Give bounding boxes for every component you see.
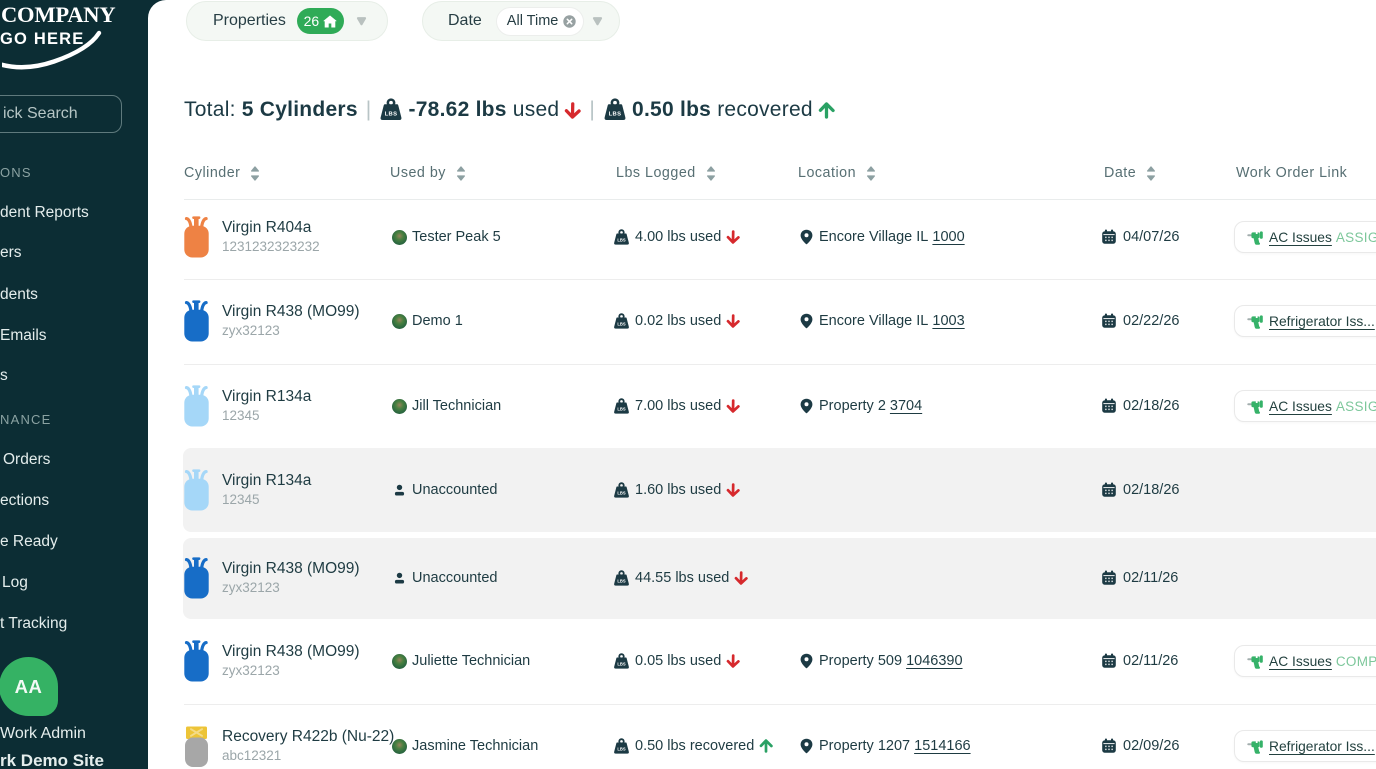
svg-text:LBS: LBS (385, 112, 398, 118)
svg-text:LBS: LBS (609, 112, 622, 118)
svg-text:LBS: LBS (617, 578, 625, 583)
svg-text:LBS: LBS (617, 490, 625, 495)
svg-text:LBS: LBS (617, 746, 625, 751)
svg-text:LBS: LBS (617, 406, 625, 411)
svg-text:LBS: LBS (617, 237, 625, 242)
svg-text:LBS: LBS (617, 661, 625, 666)
svg-text:LBS: LBS (617, 321, 625, 326)
